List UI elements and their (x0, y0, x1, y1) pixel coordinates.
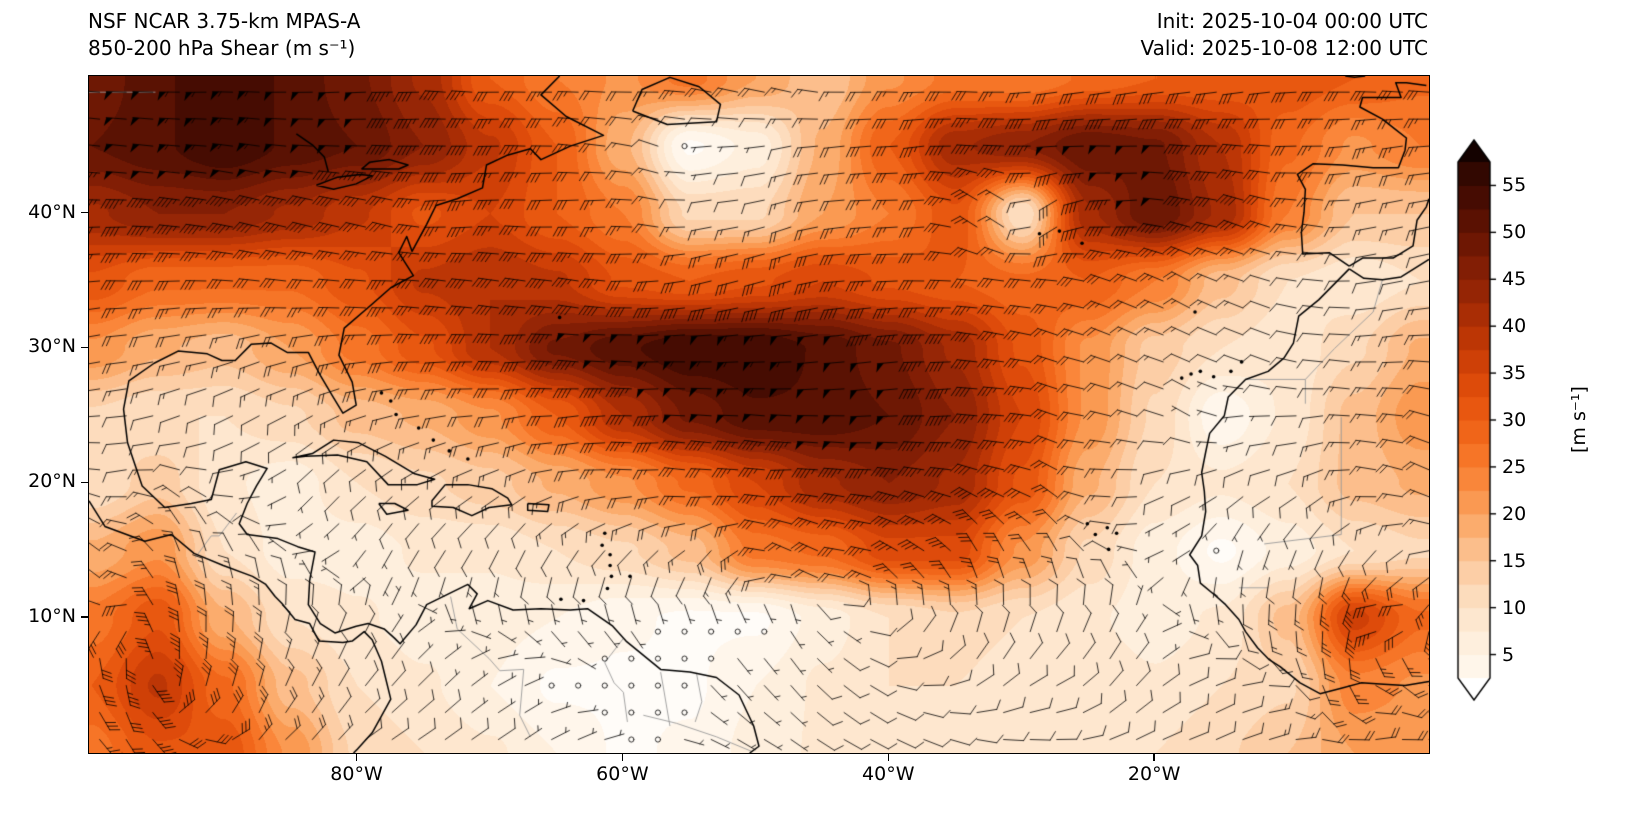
lon-tick-label: 40°W (862, 763, 915, 785)
colorbar-tick-label: 35 (1502, 362, 1527, 385)
colorbar-tick-label: 50 (1502, 221, 1527, 244)
lon-tick-label: 60°W (596, 763, 649, 785)
lon-tick-mark (355, 753, 358, 761)
lat-tick-label: 40°N (28, 200, 76, 223)
run-info: Init: 2025-10-04 00:00 UTC Valid: 2025-10… (1140, 8, 1428, 62)
lon-tick-label: 20°W (1127, 763, 1181, 785)
init-time: Init: 2025-10-04 00:00 UTC (1156, 9, 1428, 33)
colorbar-tick-label: 55 (1502, 174, 1527, 197)
colorbar-tick-label: 30 (1502, 409, 1527, 431)
field-name: 850-200 hPa Shear (m s⁻¹) (88, 36, 356, 60)
lon-tick-mark (621, 753, 624, 761)
lon-tick-mark (887, 753, 890, 761)
plot-title: NSF NCAR 3.75-km MPAS-A 850-200 hPa Shear… (88, 8, 360, 62)
lat-tick-label: 20°N (28, 470, 76, 493)
colorbar-tick-label: 40 (1502, 315, 1527, 338)
valid-time: Valid: 2025-10-08 12:00 UTC (1140, 36, 1428, 60)
colorbar-unit-label: [m s⁻¹] (1568, 386, 1590, 454)
colorbar-tick-label: 10 (1502, 596, 1527, 619)
lat-tick-label: 10°N (28, 605, 76, 628)
colorbar-tick-label: 15 (1502, 549, 1527, 572)
colorbar-tick-label: 20 (1502, 502, 1527, 525)
lon-tick-label: 80°W (330, 763, 383, 785)
colorbar-tick-label: 45 (1502, 268, 1527, 291)
lat-tick-mark (81, 346, 88, 349)
colorbar-tick-label: 25 (1502, 455, 1527, 478)
lat-tick-label: 30°N (28, 335, 76, 358)
lat-tick-mark (81, 616, 88, 618)
colorbar-tick-label: 5 (1502, 643, 1515, 666)
colorbar-canvas (1448, 130, 1625, 730)
model-name: NSF NCAR 3.75-km MPAS-A (88, 9, 361, 33)
map-axes (88, 75, 1430, 754)
lat-tick-mark (81, 481, 88, 484)
lat-tick-mark (81, 211, 88, 214)
lon-tick-mark (1153, 753, 1155, 761)
shear-map-canvas (89, 76, 1429, 753)
colorbar (1448, 130, 1625, 730)
